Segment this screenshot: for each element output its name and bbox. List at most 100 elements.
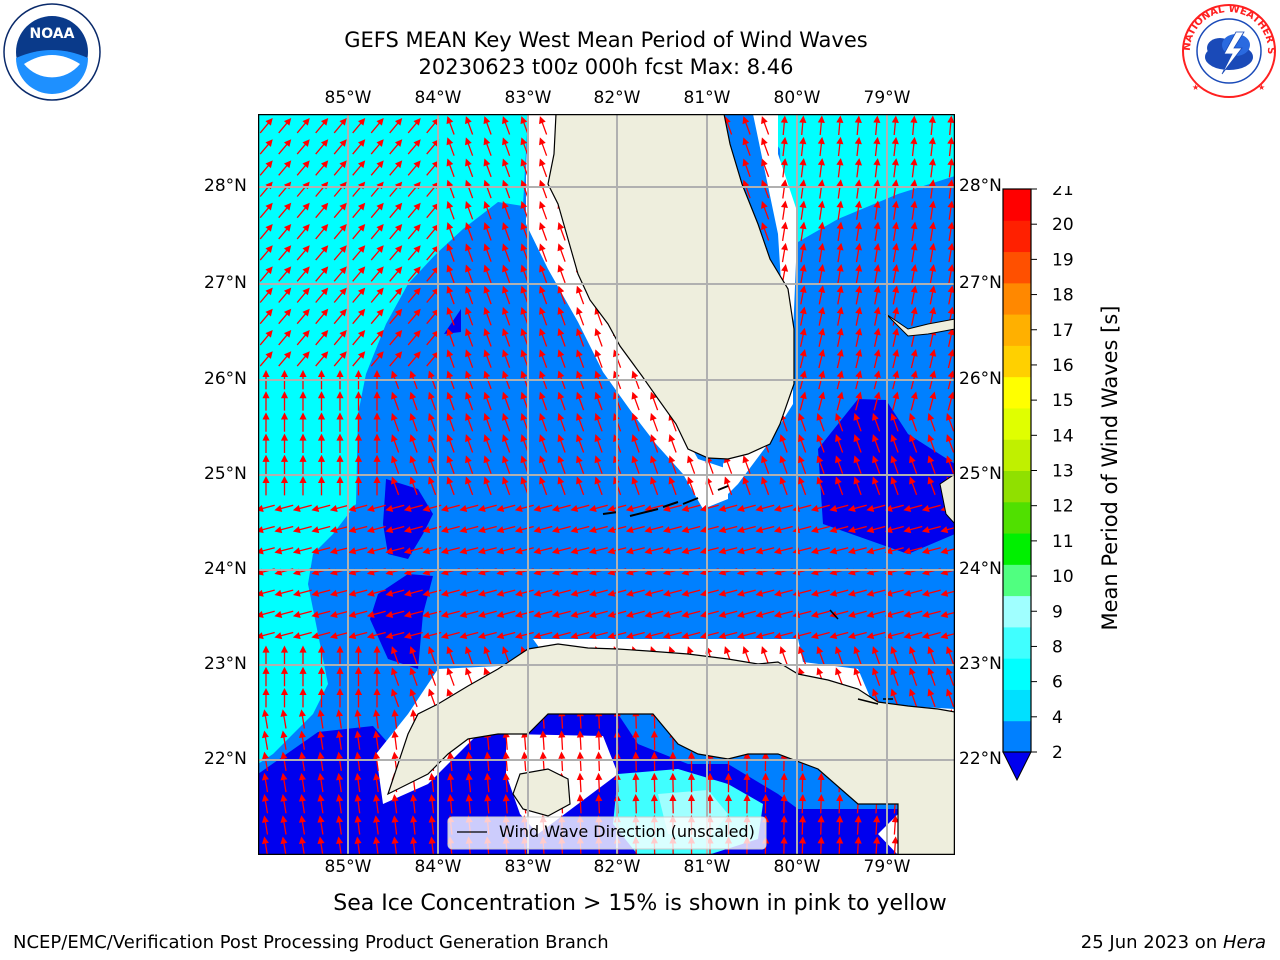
wind-wave-arrow <box>539 328 548 347</box>
wind-wave-arrow <box>929 242 937 263</box>
wind-wave-arrow <box>855 327 863 347</box>
footer-left: NCEP/EMC/Verification Post Processing Pr… <box>13 932 609 953</box>
wind-wave-arrow <box>366 547 386 555</box>
wind-wave-arrow <box>588 610 608 618</box>
wind-wave-arrow <box>391 815 399 835</box>
wind-wave-arrow <box>799 158 807 178</box>
wind-wave-arrow <box>854 200 862 220</box>
wind-wave-arrow <box>539 306 548 326</box>
wind-wave-arrow <box>428 391 437 411</box>
wind-wave-arrow <box>299 433 307 453</box>
wind-wave-arrow <box>280 815 288 835</box>
wind-wave-arrow <box>385 610 405 618</box>
wind-wave-arrow <box>336 709 344 729</box>
wind-wave-arrow <box>296 139 310 155</box>
map-panel: Wind Wave Direction (unscaled) <box>258 114 955 855</box>
wind-wave-arrow <box>576 455 585 474</box>
colorbar-band <box>1003 314 1031 346</box>
wind-wave-arrow <box>947 179 955 199</box>
wind-wave-arrow <box>576 772 584 793</box>
wind-wave-arrow <box>278 329 292 346</box>
wind-wave-arrow <box>311 547 331 555</box>
lat-label-right: 28°N <box>959 176 1002 196</box>
wind-wave-arrow <box>539 116 548 135</box>
wind-wave-arrow <box>836 327 844 347</box>
wind-wave-arrow <box>927 476 936 496</box>
wind-wave-arrow <box>373 391 381 411</box>
wind-wave-arrow <box>502 455 511 474</box>
wind-wave-arrow <box>780 815 788 835</box>
wind-wave-arrow <box>483 137 492 156</box>
wind-wave-arrow <box>773 504 793 512</box>
wind-wave-arrow <box>835 646 844 665</box>
wind-wave-arrow <box>317 794 325 814</box>
wind-wave-arrow <box>576 476 585 496</box>
wind-wave-arrow <box>521 751 529 772</box>
colorbar-band <box>1003 689 1031 722</box>
wind-wave-arrow <box>409 412 418 432</box>
wind-wave-arrow <box>354 836 362 855</box>
wind-wave-arrow <box>317 751 325 772</box>
wind-wave-arrow <box>370 329 384 346</box>
wind-wave-arrow <box>440 589 460 597</box>
wind-wave-arrow <box>389 139 403 155</box>
wind-wave-arrow <box>799 285 807 305</box>
wind-wave-arrow <box>669 772 677 793</box>
colorbar-band <box>1003 282 1031 315</box>
wind-wave-arrow <box>736 504 756 512</box>
wind-wave-arrow <box>298 794 306 814</box>
wind-wave-arrow <box>259 245 273 261</box>
wind-wave-arrow <box>799 836 807 855</box>
wind-wave-arrow <box>644 547 664 555</box>
wind-wave-arrow <box>391 667 400 686</box>
svg-text:★: ★ <box>1258 83 1265 92</box>
wind-wave-arrow <box>892 264 900 284</box>
wind-wave-arrow <box>873 115 881 136</box>
wind-wave-arrow <box>910 348 918 369</box>
wind-wave-arrow <box>829 631 849 640</box>
wind-wave-arrow <box>817 115 825 136</box>
wind-wave-arrow <box>292 610 312 618</box>
wind-wave-arrow <box>446 116 455 135</box>
wind-wave-arrow <box>632 793 640 814</box>
wind-wave-arrow <box>336 645 344 665</box>
wind-wave-arrow <box>557 285 566 305</box>
wind-wave-arrow <box>317 815 325 835</box>
wind-wave-arrow <box>336 815 344 835</box>
wind-wave-arrow <box>909 646 918 665</box>
wind-wave-arrow <box>261 730 269 750</box>
colorbar-tick-label: 17 <box>1052 321 1074 341</box>
wind-wave-arrow <box>891 179 899 199</box>
wind-wave-arrow <box>477 589 497 597</box>
wind-wave-arrow <box>817 836 825 855</box>
wind-wave-arrow <box>311 589 331 597</box>
wind-wave-arrow <box>262 412 270 432</box>
lat-label-right: 27°N <box>959 273 1002 293</box>
colorbar-tick-label: 2 <box>1052 743 1063 763</box>
wind-wave-arrow <box>687 751 696 772</box>
wind-wave-arrow <box>465 434 474 453</box>
wind-wave-arrow <box>940 632 955 640</box>
wind-wave-arrow <box>373 687 381 708</box>
wind-wave-arrow <box>403 610 423 618</box>
wind-wave-arrow <box>280 454 289 475</box>
wind-wave-arrow <box>594 455 603 474</box>
wind-wave-arrow <box>835 434 844 453</box>
wind-wave-arrow <box>477 547 497 555</box>
wind-wave-arrow <box>847 547 867 555</box>
lon-label-top: 80°W <box>773 88 821 108</box>
wind-wave-arrow <box>928 115 936 136</box>
wind-wave-arrow <box>940 526 955 534</box>
wind-wave-arrow <box>389 117 403 134</box>
wind-wave-arrow <box>836 115 844 136</box>
wind-wave-arrow <box>669 793 677 814</box>
wind-wave-arrow <box>477 525 497 534</box>
wind-wave-arrow <box>557 243 566 262</box>
wind-wave-arrow <box>483 455 492 474</box>
wind-wave-arrow <box>817 179 825 199</box>
wind-wave-arrow <box>884 631 904 640</box>
wind-wave-arrow <box>947 158 955 178</box>
wind-wave-arrow <box>903 547 923 555</box>
wind-wave-arrow <box>389 202 403 219</box>
wind-wave-arrow <box>465 667 474 686</box>
